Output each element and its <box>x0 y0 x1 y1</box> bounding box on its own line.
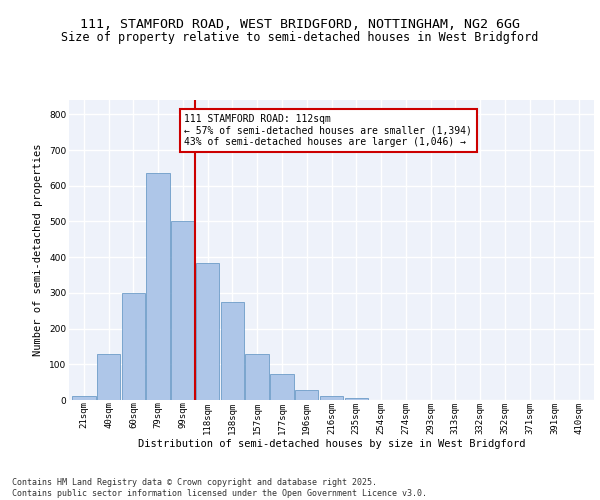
Bar <box>122 293 145 400</box>
Bar <box>344 398 368 400</box>
Y-axis label: Number of semi-detached properties: Number of semi-detached properties <box>34 144 43 356</box>
Bar <box>171 222 194 400</box>
Bar <box>72 396 95 400</box>
Bar <box>270 374 294 400</box>
Bar <box>320 396 343 400</box>
Bar <box>196 262 220 400</box>
Bar <box>245 354 269 400</box>
Bar <box>295 390 319 400</box>
Bar <box>97 354 121 400</box>
Bar <box>221 302 244 400</box>
Text: 111 STAMFORD ROAD: 112sqm
← 57% of semi-detached houses are smaller (1,394)
43% : 111 STAMFORD ROAD: 112sqm ← 57% of semi-… <box>185 114 472 146</box>
X-axis label: Distribution of semi-detached houses by size in West Bridgford: Distribution of semi-detached houses by … <box>138 439 525 449</box>
Text: Size of property relative to semi-detached houses in West Bridgford: Size of property relative to semi-detach… <box>61 31 539 44</box>
Bar <box>146 173 170 400</box>
Text: Contains HM Land Registry data © Crown copyright and database right 2025.
Contai: Contains HM Land Registry data © Crown c… <box>12 478 427 498</box>
Text: 111, STAMFORD ROAD, WEST BRIDGFORD, NOTTINGHAM, NG2 6GG: 111, STAMFORD ROAD, WEST BRIDGFORD, NOTT… <box>80 18 520 30</box>
